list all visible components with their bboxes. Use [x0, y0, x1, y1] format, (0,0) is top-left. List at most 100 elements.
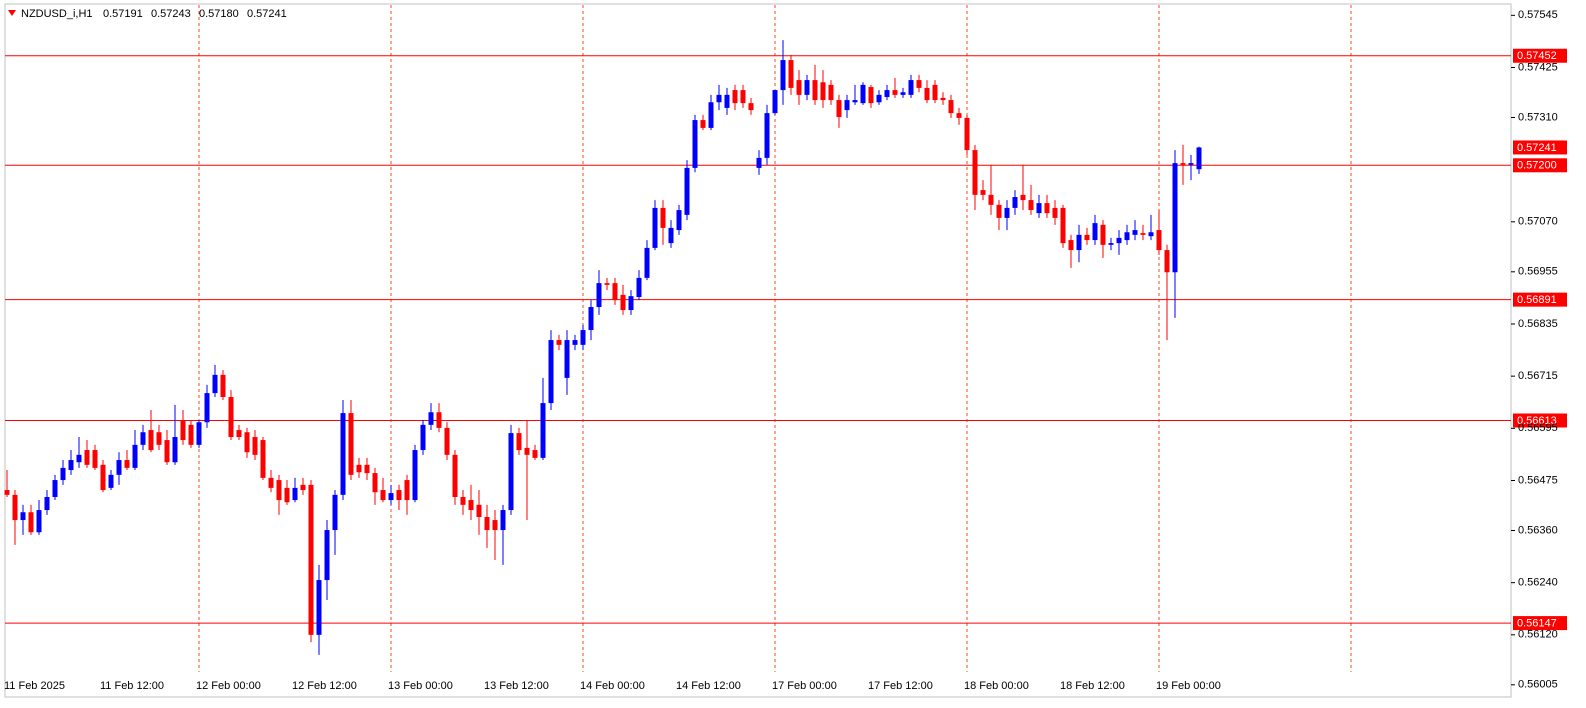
candle-body: [612, 283, 618, 301]
candle-body: [108, 474, 114, 488]
candle-body: [380, 490, 386, 501]
candle-body: [164, 440, 170, 463]
level-label: 0.57452: [1517, 50, 1557, 62]
level-tag: [1513, 292, 1567, 307]
candle-body: [628, 296, 634, 311]
candle-body: [732, 90, 738, 104]
candle-body: [1116, 237, 1122, 244]
level-label: 0.56613: [1517, 415, 1557, 427]
y-tick-label: 0.56005: [1518, 679, 1558, 691]
candle-body: [292, 487, 298, 501]
header-arrow[interactable]: [8, 10, 16, 16]
candle-body: [964, 117, 970, 151]
candle-body: [780, 60, 786, 91]
candle-body: [1124, 232, 1130, 241]
y-tick-label: 0.56955: [1518, 266, 1558, 278]
candle-body: [1052, 207, 1058, 218]
candle-body: [1196, 147, 1202, 170]
y-tick-label: 0.56240: [1518, 577, 1558, 589]
x-tick-label: 14 Feb 00:00: [580, 680, 645, 692]
level-tag: [1513, 616, 1567, 631]
candle-body: [692, 120, 698, 168]
candle-body: [948, 100, 954, 114]
candle-body: [996, 204, 1002, 218]
x-tick-label: 13 Feb 00:00: [388, 680, 453, 692]
level-tag: [1513, 413, 1567, 428]
candle-body: [764, 113, 770, 158]
candle-body: [660, 207, 666, 228]
candle-body: [228, 397, 234, 438]
y-tick-label: 0.56595: [1518, 422, 1558, 434]
candle-body: [124, 460, 130, 468]
candle-body: [404, 480, 410, 501]
candle-body: [676, 210, 682, 231]
candle-body: [644, 247, 650, 278]
candle-body: [708, 102, 714, 128]
candle-body: [1020, 194, 1026, 201]
candle-body: [20, 512, 26, 521]
x-tick-label: 17 Feb 00:00: [772, 680, 837, 692]
x-tick-label: 12 Feb 00:00: [196, 680, 261, 692]
candle-body: [924, 87, 930, 101]
candle-body: [828, 84, 834, 101]
candle-body: [884, 90, 890, 98]
candle-body: [436, 412, 442, 428]
candle-body: [284, 487, 290, 503]
y-tick-label: 0.57310: [1518, 111, 1558, 123]
candle-body: [988, 194, 994, 205]
candle-body: [1092, 223, 1098, 241]
candle-body: [820, 82, 826, 101]
candle-body: [740, 90, 746, 104]
candle-body: [908, 80, 914, 95]
candle-body: [484, 517, 490, 531]
candle-body: [260, 440, 266, 478]
candle-body: [1004, 207, 1010, 218]
candle-body: [372, 473, 378, 493]
y-tick-label: 0.57070: [1518, 216, 1558, 228]
candle-body: [492, 520, 498, 531]
candle-body: [916, 80, 922, 88]
candle-body: [52, 480, 58, 498]
candle-body: [388, 493, 394, 501]
candle-body: [92, 450, 98, 468]
candle-body: [804, 80, 810, 95]
candle-body: [972, 150, 978, 195]
candle-body: [500, 510, 506, 531]
candle-body: [1100, 224, 1106, 245]
candle-body: [12, 494, 18, 521]
candle-body: [844, 100, 850, 111]
level-tag: [1513, 48, 1567, 63]
x-tick-label: 13 Feb 12:00: [484, 680, 549, 692]
quote-low: 0.57180: [199, 8, 239, 20]
candle-body: [212, 374, 218, 394]
candle-body: [1068, 240, 1074, 251]
candle-body: [532, 450, 538, 458]
candle-body: [556, 340, 562, 345]
candle-body: [812, 80, 818, 101]
quote-high: 0.57243: [151, 8, 191, 20]
candle-body: [180, 420, 186, 441]
candle-body: [596, 283, 602, 308]
candle-body: [1108, 243, 1114, 245]
candle-body: [116, 460, 122, 475]
bid-label: 0.57241: [1517, 142, 1557, 154]
candle-body: [724, 94, 730, 108]
candle-body: [452, 454, 458, 498]
candle-body: [220, 374, 226, 398]
candle-body: [236, 430, 242, 438]
candle-body: [516, 433, 522, 451]
symbol-title: NZDUSD_i,H1: [21, 8, 93, 20]
candle-body: [748, 103, 754, 111]
candle-body: [684, 167, 690, 215]
candle-body: [300, 484, 306, 491]
x-tick-label: 18 Feb 00:00: [964, 680, 1029, 692]
candle-body: [444, 427, 450, 455]
candle-body: [860, 84, 866, 104]
candle-body: [204, 393, 210, 423]
candle-body: [636, 277, 642, 298]
candle-body: [852, 100, 858, 103]
candle-body: [68, 460, 74, 471]
x-tick-label: 12 Feb 12:00: [292, 680, 357, 692]
